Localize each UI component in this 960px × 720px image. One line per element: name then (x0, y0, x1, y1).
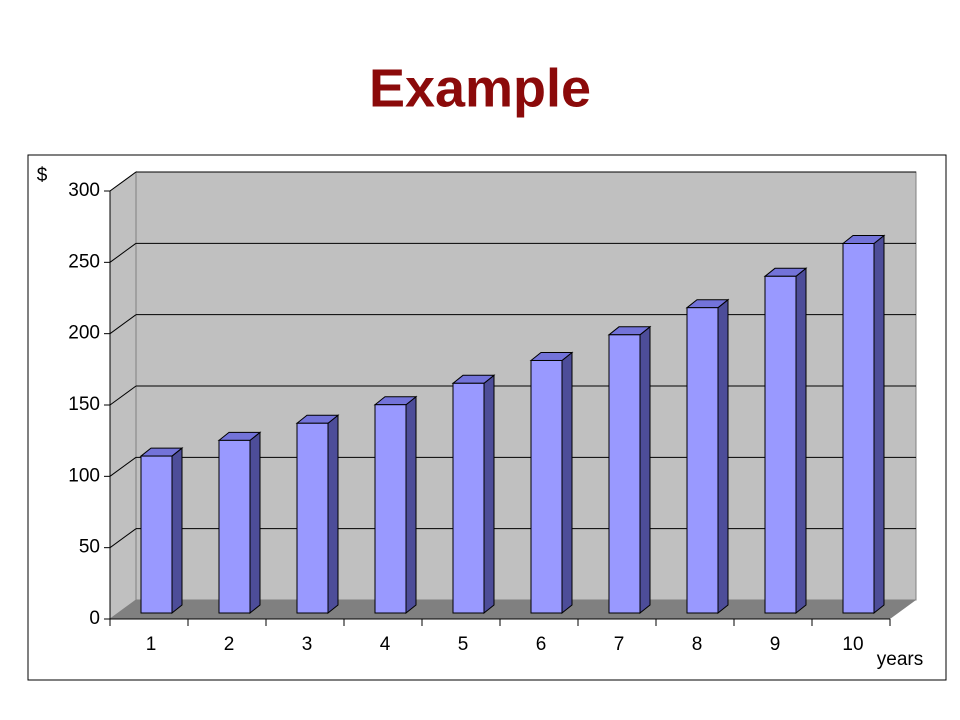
x-tick-label: 1 (146, 634, 157, 655)
x-tick-label: 5 (458, 634, 469, 655)
grid-line (109, 385, 137, 406)
bar (452, 382, 485, 614)
grid-line (109, 528, 137, 549)
x-tick-label: 2 (224, 634, 235, 655)
x-tick-label: 4 (380, 634, 391, 655)
y-tick-label: 50 (79, 537, 100, 558)
bar-side (717, 298, 729, 615)
y-tick-label: 200 (68, 323, 100, 344)
bar (530, 359, 563, 614)
bar (842, 242, 875, 614)
y-tick-label: 300 (68, 180, 100, 201)
bar (764, 275, 797, 614)
x-tick-label: 7 (614, 634, 625, 655)
bar-side (327, 414, 339, 615)
bar-side (639, 325, 651, 615)
x-tick-label: 3 (302, 634, 313, 655)
bar (296, 422, 329, 614)
bar (218, 439, 251, 614)
bar-side (249, 431, 261, 615)
grid-line (109, 314, 137, 335)
grid-line (109, 242, 137, 263)
bar (686, 307, 719, 614)
bar-side (873, 234, 885, 615)
bar (374, 404, 407, 614)
bar-side (405, 395, 417, 615)
bar-side (795, 267, 807, 615)
y-tick-label: 250 (68, 251, 100, 272)
grid-line (109, 456, 137, 477)
x-tick-label: 9 (770, 634, 781, 655)
x-tick-label: 6 (536, 634, 547, 655)
chart-title: Example (369, 58, 591, 118)
bar (140, 455, 173, 614)
x-tick-label: 8 (692, 634, 703, 655)
grid-line (109, 171, 137, 192)
bar-side (171, 447, 183, 615)
x-axis-label: years (877, 649, 923, 670)
y-tick-label: 150 (68, 394, 100, 415)
bar (608, 334, 641, 614)
y-axis-label: $ (37, 165, 48, 186)
bar-side (483, 374, 495, 615)
x-tick-label: 10 (842, 634, 863, 655)
bar-side (561, 351, 573, 615)
y-tick-label: 0 (89, 608, 100, 629)
y-tick-label: 100 (68, 465, 100, 486)
